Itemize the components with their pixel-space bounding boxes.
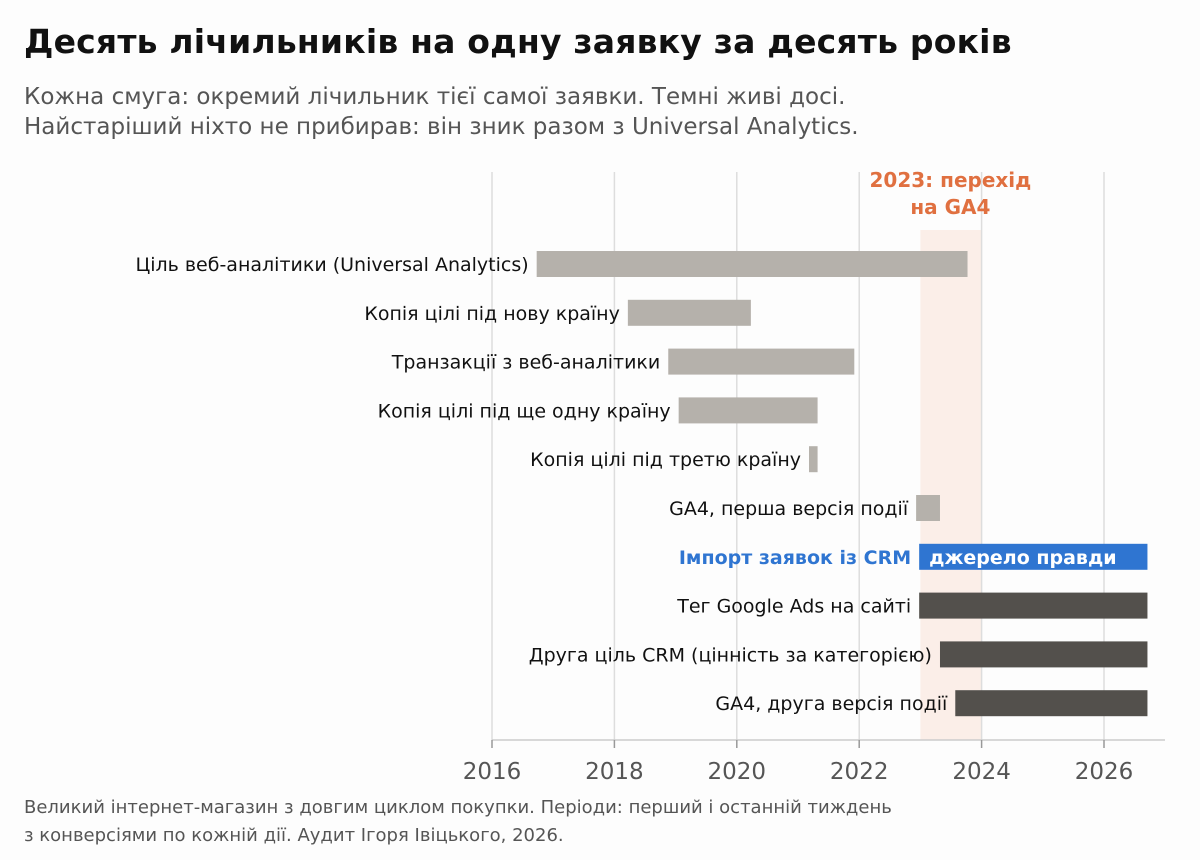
x-tick-label-2026: 2026 bbox=[1075, 759, 1134, 785]
footnote-line-2: з конверсіями по кожній дії. Аудит Ігоря… bbox=[24, 825, 564, 846]
bar-label-1: Ціль веб-аналітики (Universal Analytics) bbox=[135, 254, 528, 276]
chart-footnote: Великий інтернет-магазин з довгим циклом… bbox=[24, 794, 892, 850]
bar-label-10: GA4, друга версія події bbox=[715, 693, 948, 715]
bar-1 bbox=[536, 251, 968, 277]
bar-label-9: Друга ціль CRM (цінність за категорією) bbox=[529, 644, 932, 666]
x-tick-label-2022: 2022 bbox=[830, 759, 889, 785]
chart-subtitle: Кожна смуга: окремий лічильник тієї само… bbox=[24, 82, 859, 142]
footnote-line-1: Великий інтернет-магазин з довгим циклом… bbox=[24, 797, 892, 818]
bar-6 bbox=[916, 495, 940, 521]
bar-7 bbox=[919, 543, 1148, 570]
bar-label-3: Транзакції з веб-аналітики bbox=[391, 352, 660, 374]
bar-9 bbox=[939, 641, 1148, 668]
subtitle-line-2: Найстаріший ніхто не прибирав: він зник … bbox=[24, 114, 859, 140]
subtitle-line-1: Кожна смуга: окремий лічильник тієї само… bbox=[24, 84, 846, 110]
x-tick-label-2016: 2016 bbox=[463, 759, 522, 785]
bar-label-4: Копія цілі під ще одну країну bbox=[378, 400, 671, 422]
bar-label-8: Тег Google Ads на сайті bbox=[676, 596, 911, 618]
bar-label-6: GA4, перша версія події bbox=[669, 498, 909, 520]
bar-10 bbox=[955, 690, 1148, 717]
highlight-label-line-1: 2023: перехід bbox=[870, 168, 1032, 192]
bar-label-5: Копія цілі під третю країну bbox=[530, 449, 801, 471]
bar-text-7: джерело правди bbox=[929, 547, 1116, 569]
chart-title: Десять лічильників на одну заявку за дес… bbox=[24, 22, 1012, 61]
highlight-label-line-2: на GA4 bbox=[910, 195, 990, 219]
bar-2 bbox=[627, 299, 751, 326]
bar-label-2: Копія цілі під нову країну bbox=[364, 303, 620, 325]
bar-4 bbox=[678, 397, 818, 424]
x-tick-label-2018: 2018 bbox=[585, 759, 644, 785]
x-tick-label-2020: 2020 bbox=[708, 759, 767, 785]
bar-5 bbox=[809, 446, 818, 473]
bar-label-7: Імпорт заявок із CRM bbox=[679, 547, 911, 569]
bar-8 bbox=[919, 592, 1148, 619]
bar-3 bbox=[668, 348, 855, 375]
x-tick-label-2024: 2024 bbox=[952, 759, 1011, 785]
